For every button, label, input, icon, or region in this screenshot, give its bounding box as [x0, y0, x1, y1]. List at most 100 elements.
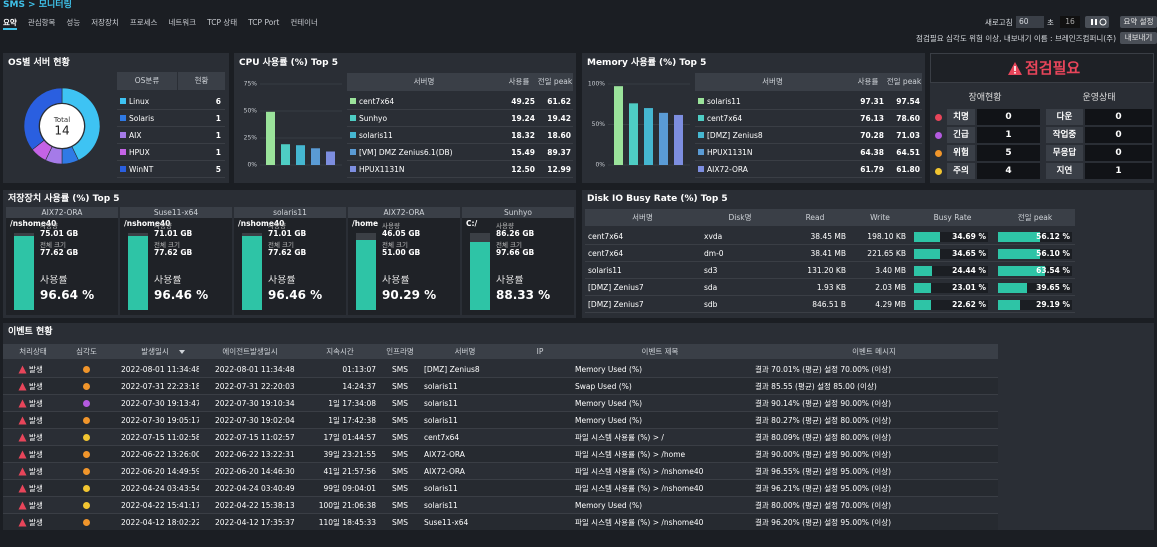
tab[interactable]: 프로세스	[129, 18, 158, 27]
row-line[interactable]	[3, 497, 998, 514]
used-value: 71.01 GB	[154, 229, 193, 238]
bar	[242, 235, 262, 310]
tab[interactable]: 컨테이너	[290, 18, 318, 27]
row-line[interactable]	[3, 412, 998, 429]
bar-label: 23.01 %	[952, 283, 986, 292]
legend-swatch	[120, 115, 126, 121]
row-line[interactable]	[3, 463, 998, 480]
bar-label: 22.62 %	[952, 300, 986, 309]
legend-swatch	[350, 98, 356, 104]
legend-swatch	[120, 149, 126, 155]
server-name: cent7x64	[359, 97, 395, 106]
usage-value: 64.38	[860, 148, 884, 157]
row-line[interactable]	[3, 378, 998, 395]
y-tick-label: 50%	[592, 121, 606, 128]
tab[interactable]: TCP 상태	[207, 18, 238, 27]
legend-swatch	[698, 132, 704, 138]
row-line	[585, 245, 1075, 262]
server-name: [DMZ] Zenius7	[588, 300, 644, 309]
row-line	[347, 161, 573, 178]
os-count: 5	[215, 165, 221, 174]
severity-dot	[83, 383, 90, 390]
event-message: 결과 80.00% (평균) 설정 70.00% (이상)	[755, 501, 892, 510]
event-subject: 파일 시스템 사용률 (%) > /nshome40	[575, 484, 704, 493]
donut-segment	[23, 87, 63, 151]
bar-label: 24.44 %	[952, 266, 986, 275]
rate-value: 88.33 %	[496, 288, 551, 302]
tab[interactable]: 성능	[66, 18, 81, 27]
export-button[interactable]: 내보내기	[1120, 32, 1157, 44]
disk-name: sd3	[704, 266, 718, 275]
pause-button[interactable]	[1085, 16, 1109, 28]
total-label: 전체 크기	[154, 241, 180, 249]
panel-title: Memory 사용률 (%) Top 5	[587, 58, 707, 68]
tab[interactable]: TCP Port	[248, 18, 280, 27]
severity-dot	[83, 417, 90, 424]
col-header: 서버명	[420, 344, 510, 359]
refresh-select[interactable]: 60	[1016, 16, 1044, 28]
agent-time: 2022-06-20 14:46:30	[215, 467, 295, 476]
legend-swatch	[350, 166, 356, 172]
col-header: 서버명	[695, 73, 850, 91]
server-name: solaris11	[359, 131, 393, 140]
disk-name: dm-0	[704, 249, 724, 258]
bar-track	[914, 232, 988, 242]
write-value: 3.40 MB	[875, 266, 906, 275]
rate-value: 96.64 %	[40, 288, 95, 302]
alert-banner: 점검필요	[930, 53, 1154, 83]
usage-value: 19.24	[511, 114, 535, 123]
time: 2022-07-30 19:13:47	[121, 399, 199, 408]
row-line	[585, 228, 1075, 245]
op-label: 무응답	[1046, 145, 1083, 161]
y-tick-label: 0%	[247, 162, 257, 169]
op-value: 0	[1085, 109, 1152, 125]
bar	[281, 144, 290, 165]
tab[interactable]: 관심항목	[27, 18, 56, 27]
y-tick-label: 100%	[588, 81, 605, 88]
row-line[interactable]	[3, 361, 998, 378]
server-name: solaris11	[424, 399, 458, 408]
status-icon	[18, 467, 27, 476]
peak-value: 71.03	[896, 131, 920, 140]
panel-title: 저장장치 사용률 (%) Top 5	[8, 194, 120, 204]
row-line[interactable]	[3, 395, 998, 412]
col-header: 심각도	[63, 344, 110, 359]
duration: 17일 01:44:57	[323, 433, 376, 442]
tab[interactable]: 요약	[3, 16, 17, 30]
event-subject: Memory Used (%)	[575, 416, 643, 425]
infra: SMS	[392, 416, 408, 425]
tab[interactable]: 네트워크	[168, 18, 197, 27]
disk-name: sdb	[704, 300, 718, 309]
legend-swatch	[698, 166, 704, 172]
row-line[interactable]	[3, 446, 998, 463]
row-line	[695, 161, 922, 178]
tab[interactable]: 저장장치	[91, 18, 119, 27]
rate-value: 90.29 %	[382, 288, 437, 302]
disk-panel: Disk IO Busy Rate (%) Top 5 서버명 Disk명 Read W…	[582, 190, 1154, 318]
col-header: Disk명	[700, 209, 780, 226]
row-line[interactable]	[3, 429, 998, 446]
server-name: solaris11	[424, 416, 458, 425]
duration: 110일 18:45:33	[318, 518, 376, 527]
settings-button[interactable]: 요약 설정	[1120, 16, 1157, 28]
row-line	[347, 110, 573, 127]
bar-track	[998, 283, 1072, 293]
time: 2022-04-12 18:02:22	[121, 518, 199, 527]
warning-icon	[18, 467, 27, 476]
bar	[629, 103, 638, 165]
server-name: cent7x64	[588, 232, 624, 241]
used-label: 사용량	[40, 222, 58, 230]
bar-track	[998, 300, 1072, 310]
bar	[326, 151, 335, 165]
bar-label: 39.65 %	[1036, 283, 1070, 292]
total-value: 51.00 GB	[382, 248, 421, 257]
row-line	[117, 93, 225, 110]
os-name: AIX	[129, 131, 142, 140]
status: 발생	[29, 484, 43, 493]
fault-title: 장애현황	[968, 93, 1002, 103]
row-line[interactable]	[3, 480, 998, 497]
agent-time: 2022-04-22 15:38:13	[215, 501, 295, 510]
col-header: 인프라명	[380, 344, 420, 359]
write-value: 2.03 MB	[875, 283, 906, 292]
row-line[interactable]	[3, 514, 998, 530]
